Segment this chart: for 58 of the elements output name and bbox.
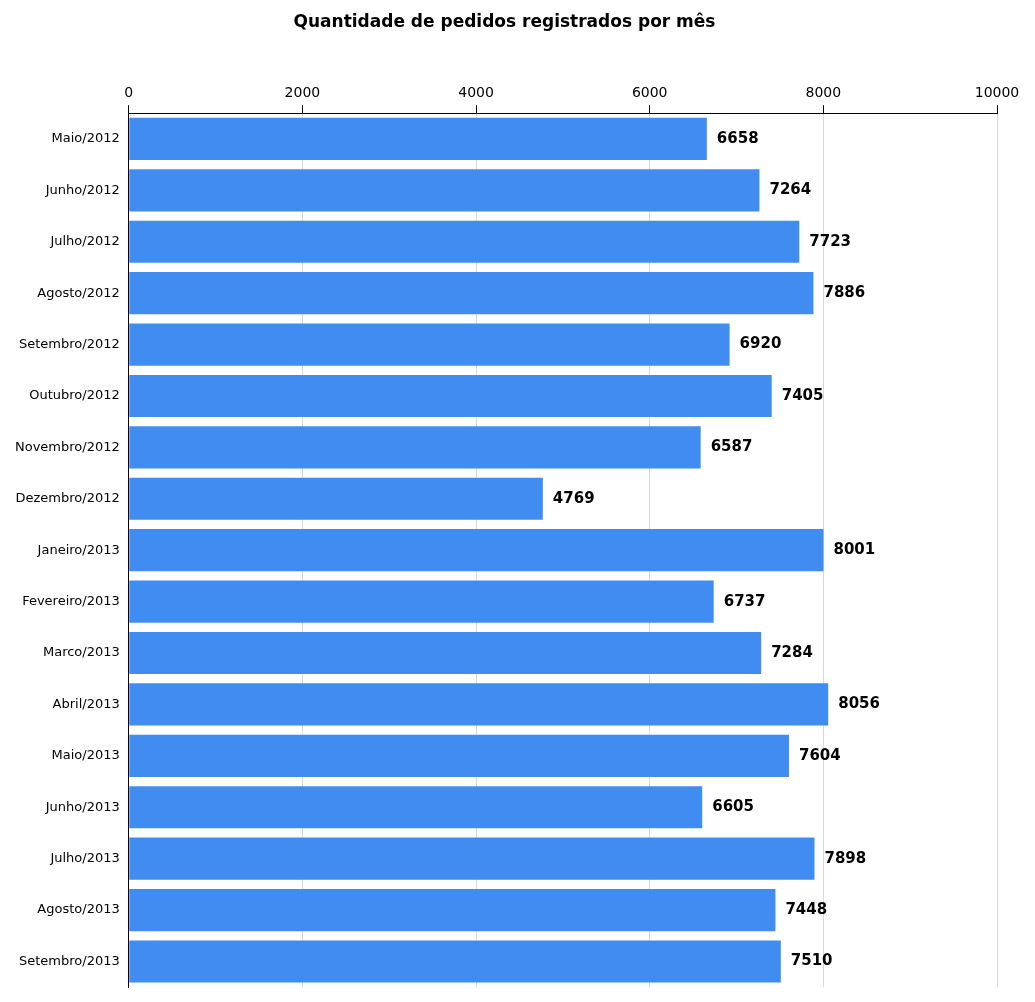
data-label: 6658 — [716, 128, 759, 147]
x-tick-label: 4000 — [458, 84, 494, 101]
y-tick-label: Dezembro/2012 — [15, 490, 120, 506]
x-tick-label: 8000 — [805, 84, 842, 101]
data-label: 7405 — [781, 385, 824, 404]
data-label: 4769 — [552, 488, 595, 507]
x-tick-label: 10000 — [974, 84, 1020, 101]
data-label: 6605 — [712, 797, 754, 816]
bar — [129, 169, 760, 212]
y-tick-label: Janeiro/2013 — [36, 541, 120, 557]
y-tick-label: Setembro/2012 — [19, 335, 120, 351]
y-tick-label: Maio/2013 — [51, 747, 120, 763]
y-tick-label: Outubro/2012 — [29, 387, 120, 403]
bar — [129, 580, 714, 623]
data-label: 7723 — [809, 231, 852, 250]
x-tick-label: 0 — [124, 84, 134, 101]
bar — [129, 477, 543, 520]
bar — [129, 426, 701, 469]
data-label: 7886 — [823, 283, 866, 302]
bar — [129, 734, 789, 777]
y-tick-label: Agosto/2013 — [37, 901, 120, 917]
bar — [129, 683, 829, 726]
y-tick-label: Maio/2012 — [51, 130, 120, 146]
data-label: 7448 — [785, 899, 828, 918]
x-tick-label: 2000 — [284, 84, 321, 101]
bar — [129, 529, 824, 572]
bar — [129, 837, 815, 880]
y-tick-label: Setembro/2013 — [19, 952, 120, 968]
bar — [129, 374, 772, 418]
y-tick-label: Agosto/2012 — [37, 284, 120, 300]
y-tick-label: Fevereiro/2013 — [22, 592, 120, 608]
y-tick-label: Junho/2012 — [44, 181, 120, 197]
data-label: 6737 — [723, 591, 766, 610]
data-label: 8056 — [838, 694, 880, 713]
bar — [129, 889, 776, 932]
y-tick-label: Junho/2013 — [44, 798, 120, 814]
bar — [129, 631, 762, 675]
data-label: 7604 — [798, 745, 841, 764]
y-tick-label: Marco/2013 — [42, 644, 120, 660]
y-tick-label: Julho/2012 — [49, 233, 120, 249]
y-tick-label: Julho/2013 — [49, 850, 120, 866]
x-tick-label: 6000 — [631, 84, 668, 101]
data-label: 7264 — [769, 180, 812, 199]
bar — [129, 323, 730, 366]
bar — [129, 220, 800, 263]
data-label: 7510 — [790, 951, 833, 970]
data-label: 6587 — [710, 437, 753, 456]
y-tick-label: Abril/2013 — [52, 695, 120, 711]
data-label: 8001 — [833, 540, 876, 559]
bar — [129, 940, 781, 983]
bar — [129, 786, 703, 829]
bar — [129, 117, 707, 160]
bar — [129, 272, 814, 315]
data-label: 7898 — [824, 848, 867, 867]
data-label: 7284 — [771, 642, 813, 661]
data-label: 6920 — [739, 334, 782, 353]
chart-title: Quantidade de pedidos registrados por mês — [293, 10, 716, 31]
y-tick-label: Novembro/2012 — [15, 438, 120, 454]
